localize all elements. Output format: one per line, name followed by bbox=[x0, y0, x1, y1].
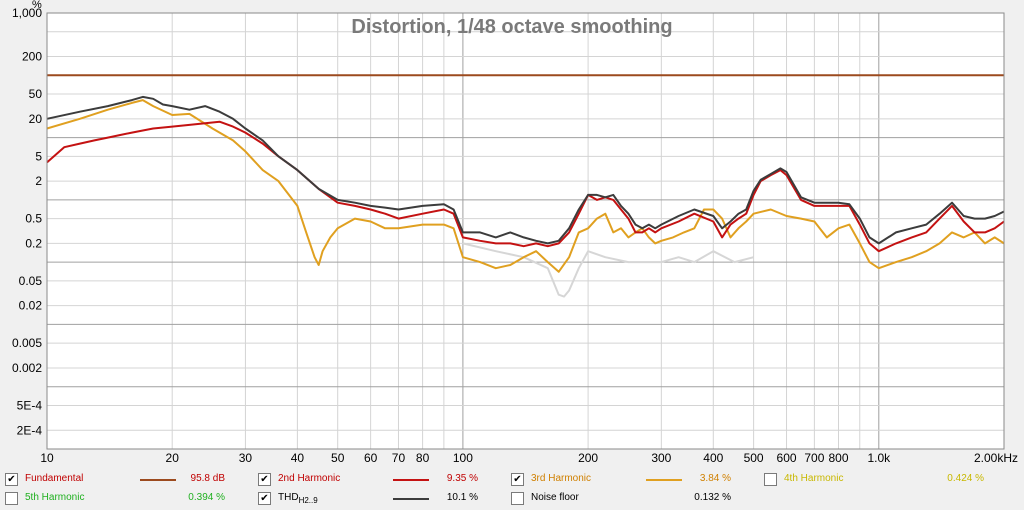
legend-line-swatch bbox=[646, 479, 682, 481]
x-tick-label: 600 bbox=[777, 451, 797, 465]
legend-label-text: 5th Harmonic bbox=[25, 492, 85, 503]
y-tick-label: 50 bbox=[29, 87, 43, 101]
legend-label-text: Noise floor bbox=[531, 492, 579, 503]
legend-item: ✔ 3rd Harmonic 3.84 % bbox=[511, 470, 751, 488]
x-tick-label: 10 bbox=[40, 451, 54, 465]
legend-value: 0.394 % bbox=[188, 492, 225, 503]
x-tick-label: 80 bbox=[416, 451, 430, 465]
plot-border bbox=[46, 12, 1005, 450]
legend-label: 3rd Harmonic bbox=[531, 473, 591, 484]
x-tick-label: 100 bbox=[453, 451, 473, 465]
legend-label-text: Fundamental bbox=[25, 473, 84, 484]
legend-checkbox[interactable]: ✔ bbox=[5, 473, 18, 486]
x-tick-label: 30 bbox=[239, 451, 253, 465]
x-tick-label: 700 bbox=[804, 451, 824, 465]
legend-checkbox[interactable]: ✔ bbox=[258, 492, 271, 505]
y-tick-label: 0.002 bbox=[12, 361, 42, 375]
y-unit-label: % bbox=[32, 0, 42, 11]
legend-label: 4th Harmonic bbox=[784, 473, 843, 484]
legend-label-text: 2nd Harmonic bbox=[278, 473, 341, 484]
series-layer bbox=[46, 74, 1005, 298]
legend-value: 3.84 % bbox=[699, 473, 731, 484]
x-tick-label: 800 bbox=[828, 451, 848, 465]
y-tick-label: 5E-4 bbox=[17, 398, 43, 412]
series-line-1 bbox=[462, 242, 754, 298]
legend-checkbox[interactable] bbox=[5, 492, 18, 505]
y-tick-label: 1,000 bbox=[12, 6, 42, 20]
legend-checkbox[interactable] bbox=[764, 473, 777, 486]
legend-item: 4th Harmonic 0.424 % bbox=[764, 470, 1004, 488]
legend-label: Fundamental bbox=[25, 473, 83, 484]
y-tick-label: 20 bbox=[29, 112, 43, 126]
x-tick-label: 40 bbox=[291, 451, 305, 465]
legend-checkbox[interactable] bbox=[511, 492, 524, 505]
series-line-2 bbox=[46, 99, 1005, 273]
x-tick-label: 20 bbox=[166, 451, 180, 465]
legend-item: Noise floor 0.132 % bbox=[511, 489, 751, 507]
legend-label: Noise floor bbox=[531, 492, 579, 503]
plot-area bbox=[47, 13, 1004, 449]
x-tick-label: 2.00kHz bbox=[974, 451, 1018, 465]
y-tick-label: 200 bbox=[22, 50, 42, 64]
series-line-4 bbox=[46, 95, 1005, 245]
x-tick-label: 500 bbox=[744, 451, 764, 465]
legend-label: THDH2..9 bbox=[278, 492, 318, 505]
x-tick-label: 400 bbox=[703, 451, 723, 465]
legend-label: 5th Harmonic bbox=[25, 492, 84, 503]
legend-value: 0.132 % bbox=[694, 492, 731, 503]
legend-item: ✔ Fundamental 95.8 dB bbox=[5, 470, 245, 488]
x-tick-label: 200 bbox=[578, 451, 598, 465]
legend-checkbox[interactable]: ✔ bbox=[511, 473, 524, 486]
legend-label-text: 3rd Harmonic bbox=[531, 473, 592, 484]
x-tick-label: 1.0k bbox=[867, 451, 891, 465]
y-tick-label: 2E-4 bbox=[17, 423, 43, 437]
x-tick-label: 60 bbox=[364, 451, 378, 465]
legend-item: ✔ 2nd Harmonic 9.35 % bbox=[258, 470, 498, 488]
legend-item: ✔ THDH2..9 10.1 % bbox=[258, 489, 498, 507]
legend-label-subscript: H2..9 bbox=[298, 496, 318, 505]
series-line-3 bbox=[46, 120, 1005, 253]
y-tick-label: 0.05 bbox=[19, 274, 43, 288]
y-axis: 1,000 200 50 20 5 2 0.5 0.2 0.05 0.02 0.005 0.002 5E… bbox=[12, 6, 42, 437]
y-tick-label: 2 bbox=[35, 174, 42, 188]
legend-label: 2nd Harmonic bbox=[278, 473, 340, 484]
legend-line-swatch bbox=[393, 498, 429, 500]
x-tick-label: 70 bbox=[392, 451, 406, 465]
legend-item: 5th Harmonic 0.394 % bbox=[5, 489, 245, 507]
legend-line-swatch bbox=[393, 479, 429, 481]
legend-label-text: THD bbox=[278, 492, 299, 503]
legend-checkbox[interactable]: ✔ bbox=[258, 473, 271, 486]
legend-value: 10.1 % bbox=[446, 492, 478, 503]
y-tick-label: 0.005 bbox=[12, 336, 42, 350]
y-tick-label: 0.2 bbox=[25, 236, 42, 250]
y-tick-label: 5 bbox=[35, 149, 42, 163]
x-axis: 10 20 30 40 50 60 70 80 100 200 300 400 500 600 700 800… bbox=[40, 451, 1018, 465]
y-tick-label: 0.02 bbox=[19, 299, 43, 313]
legend-value: 0.424 % bbox=[947, 473, 984, 484]
legend-value: 95.8 dB bbox=[190, 473, 225, 484]
y-tick-label: 0.5 bbox=[25, 212, 42, 226]
distortion-chart: Distortion, 1/48 octave smoothing 1,000 2… bbox=[11, 0, 1018, 465]
legend-label-text: 4th Harmonic bbox=[784, 473, 844, 484]
legend-line-swatch bbox=[140, 479, 176, 481]
x-tick-label: 300 bbox=[651, 451, 671, 465]
chart-title: Distortion, 1/48 octave smoothing bbox=[351, 16, 672, 38]
legend: ✔ Fundamental 95.8 dB ✔ 2nd Harmonic 9.35 % ✔ 3… bbox=[0, 466, 1024, 510]
legend-value: 9.35 % bbox=[446, 473, 478, 484]
x-tick-label: 50 bbox=[331, 451, 345, 465]
